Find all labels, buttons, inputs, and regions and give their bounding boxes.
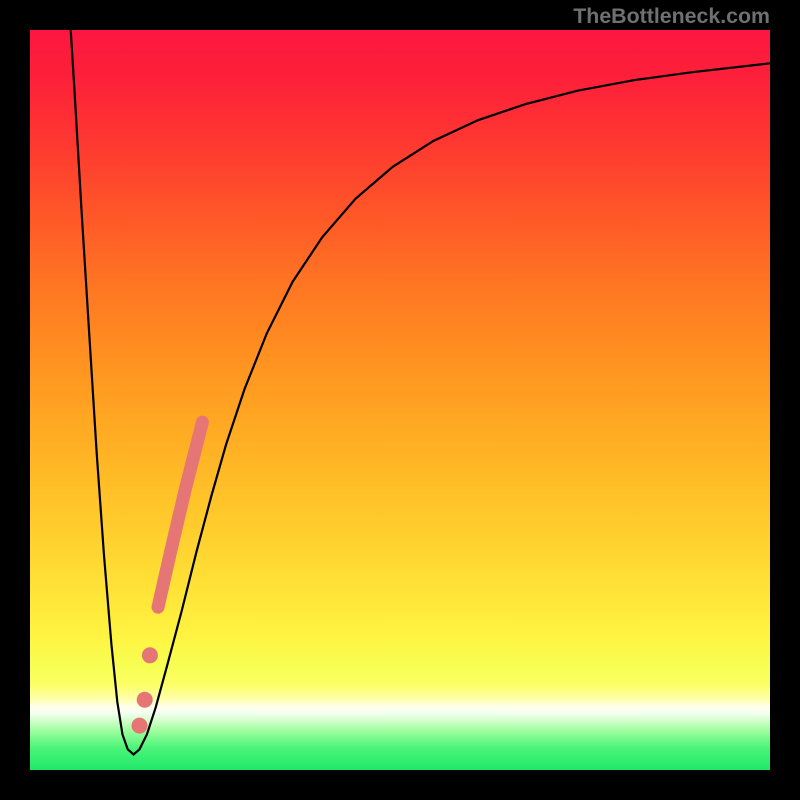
figure-frame: TheBottleneck.com (0, 0, 800, 800)
highlight-dot (137, 692, 153, 708)
chart-svg (30, 30, 770, 770)
background-rect (30, 30, 770, 770)
watermark-text: TheBottleneck.com (573, 4, 770, 29)
plot-area (30, 30, 770, 770)
highlight-dot (132, 718, 148, 734)
highlight-dot (142, 647, 158, 663)
